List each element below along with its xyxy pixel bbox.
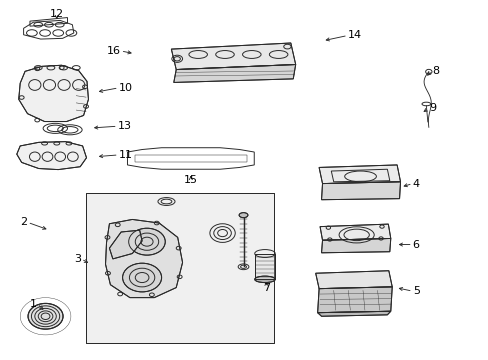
Text: 2: 2 — [20, 217, 27, 227]
Bar — [86, 193, 273, 343]
Polygon shape — [320, 224, 390, 240]
Polygon shape — [17, 141, 86, 170]
Polygon shape — [319, 165, 400, 184]
Polygon shape — [109, 230, 142, 259]
Text: 13: 13 — [118, 121, 131, 131]
Ellipse shape — [122, 263, 161, 292]
Text: 7: 7 — [263, 283, 269, 293]
Polygon shape — [315, 271, 391, 289]
Text: 6: 6 — [412, 239, 419, 249]
Text: 11: 11 — [119, 150, 132, 160]
Polygon shape — [321, 238, 390, 253]
Text: 14: 14 — [347, 31, 361, 40]
Text: 9: 9 — [428, 103, 435, 113]
Ellipse shape — [254, 276, 275, 283]
Text: 16: 16 — [106, 46, 121, 56]
Polygon shape — [173, 64, 295, 82]
Bar — [86, 193, 273, 343]
Ellipse shape — [28, 303, 63, 329]
Text: 12: 12 — [50, 9, 64, 19]
Polygon shape — [19, 65, 88, 122]
Polygon shape — [171, 43, 295, 69]
Ellipse shape — [128, 228, 165, 255]
Text: 1: 1 — [30, 299, 37, 309]
Text: 4: 4 — [412, 179, 419, 189]
Polygon shape — [317, 311, 390, 316]
Text: 15: 15 — [183, 175, 198, 185]
Text: 10: 10 — [119, 83, 132, 93]
Bar — [254, 253, 275, 279]
Polygon shape — [105, 220, 182, 298]
Polygon shape — [317, 287, 391, 313]
Ellipse shape — [239, 213, 247, 218]
Text: 8: 8 — [431, 66, 438, 76]
Text: 3: 3 — [74, 254, 81, 264]
Text: 5: 5 — [412, 286, 419, 296]
Bar — [254, 253, 275, 279]
Polygon shape — [321, 182, 400, 200]
